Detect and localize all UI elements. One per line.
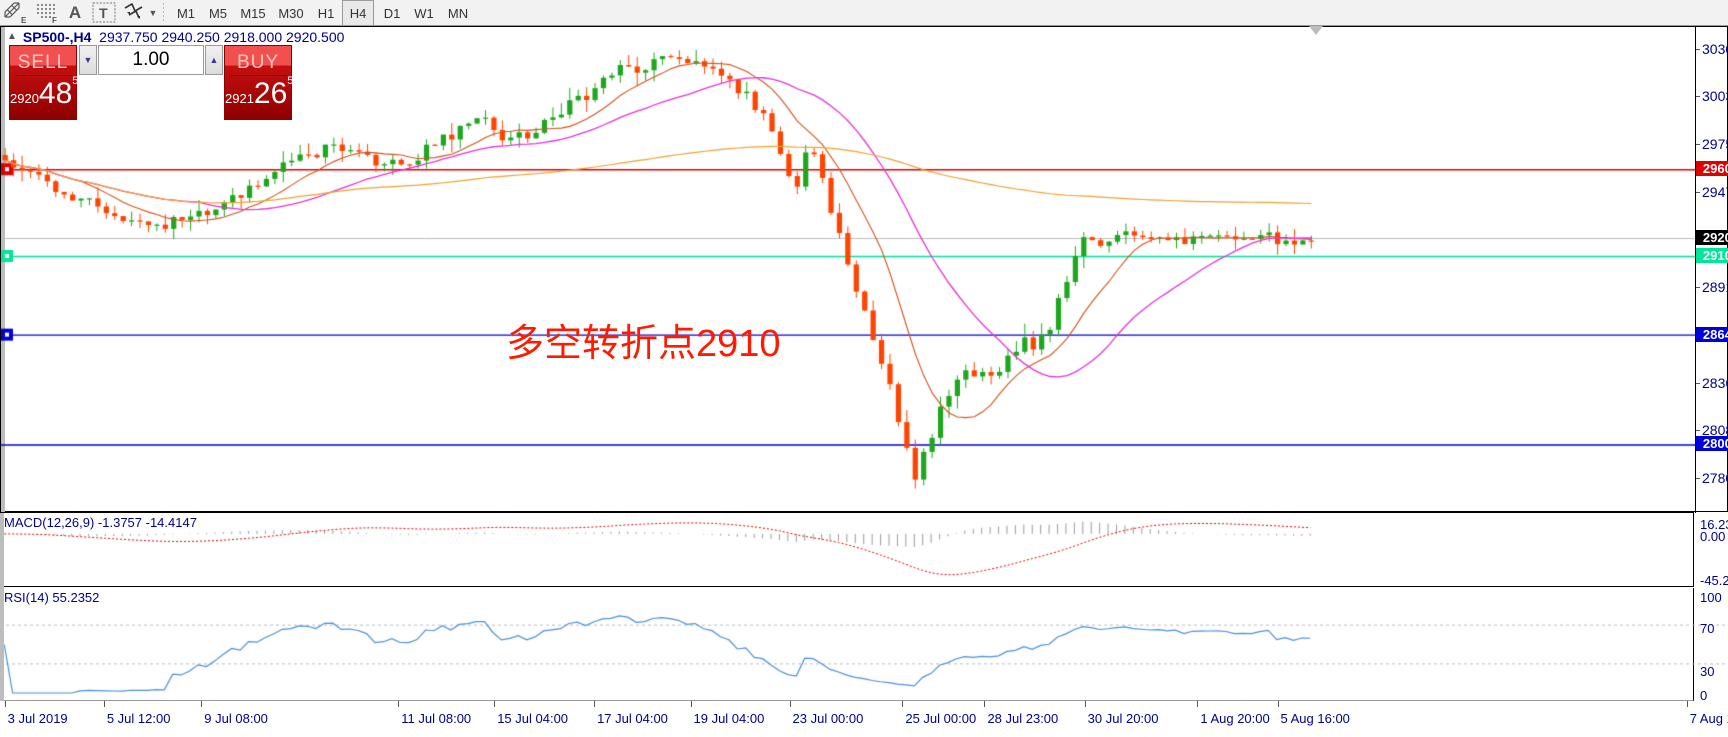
svg-text:E: E — [21, 16, 27, 24]
svg-text:T: T — [99, 5, 108, 21]
svg-text:F: F — [52, 16, 57, 24]
